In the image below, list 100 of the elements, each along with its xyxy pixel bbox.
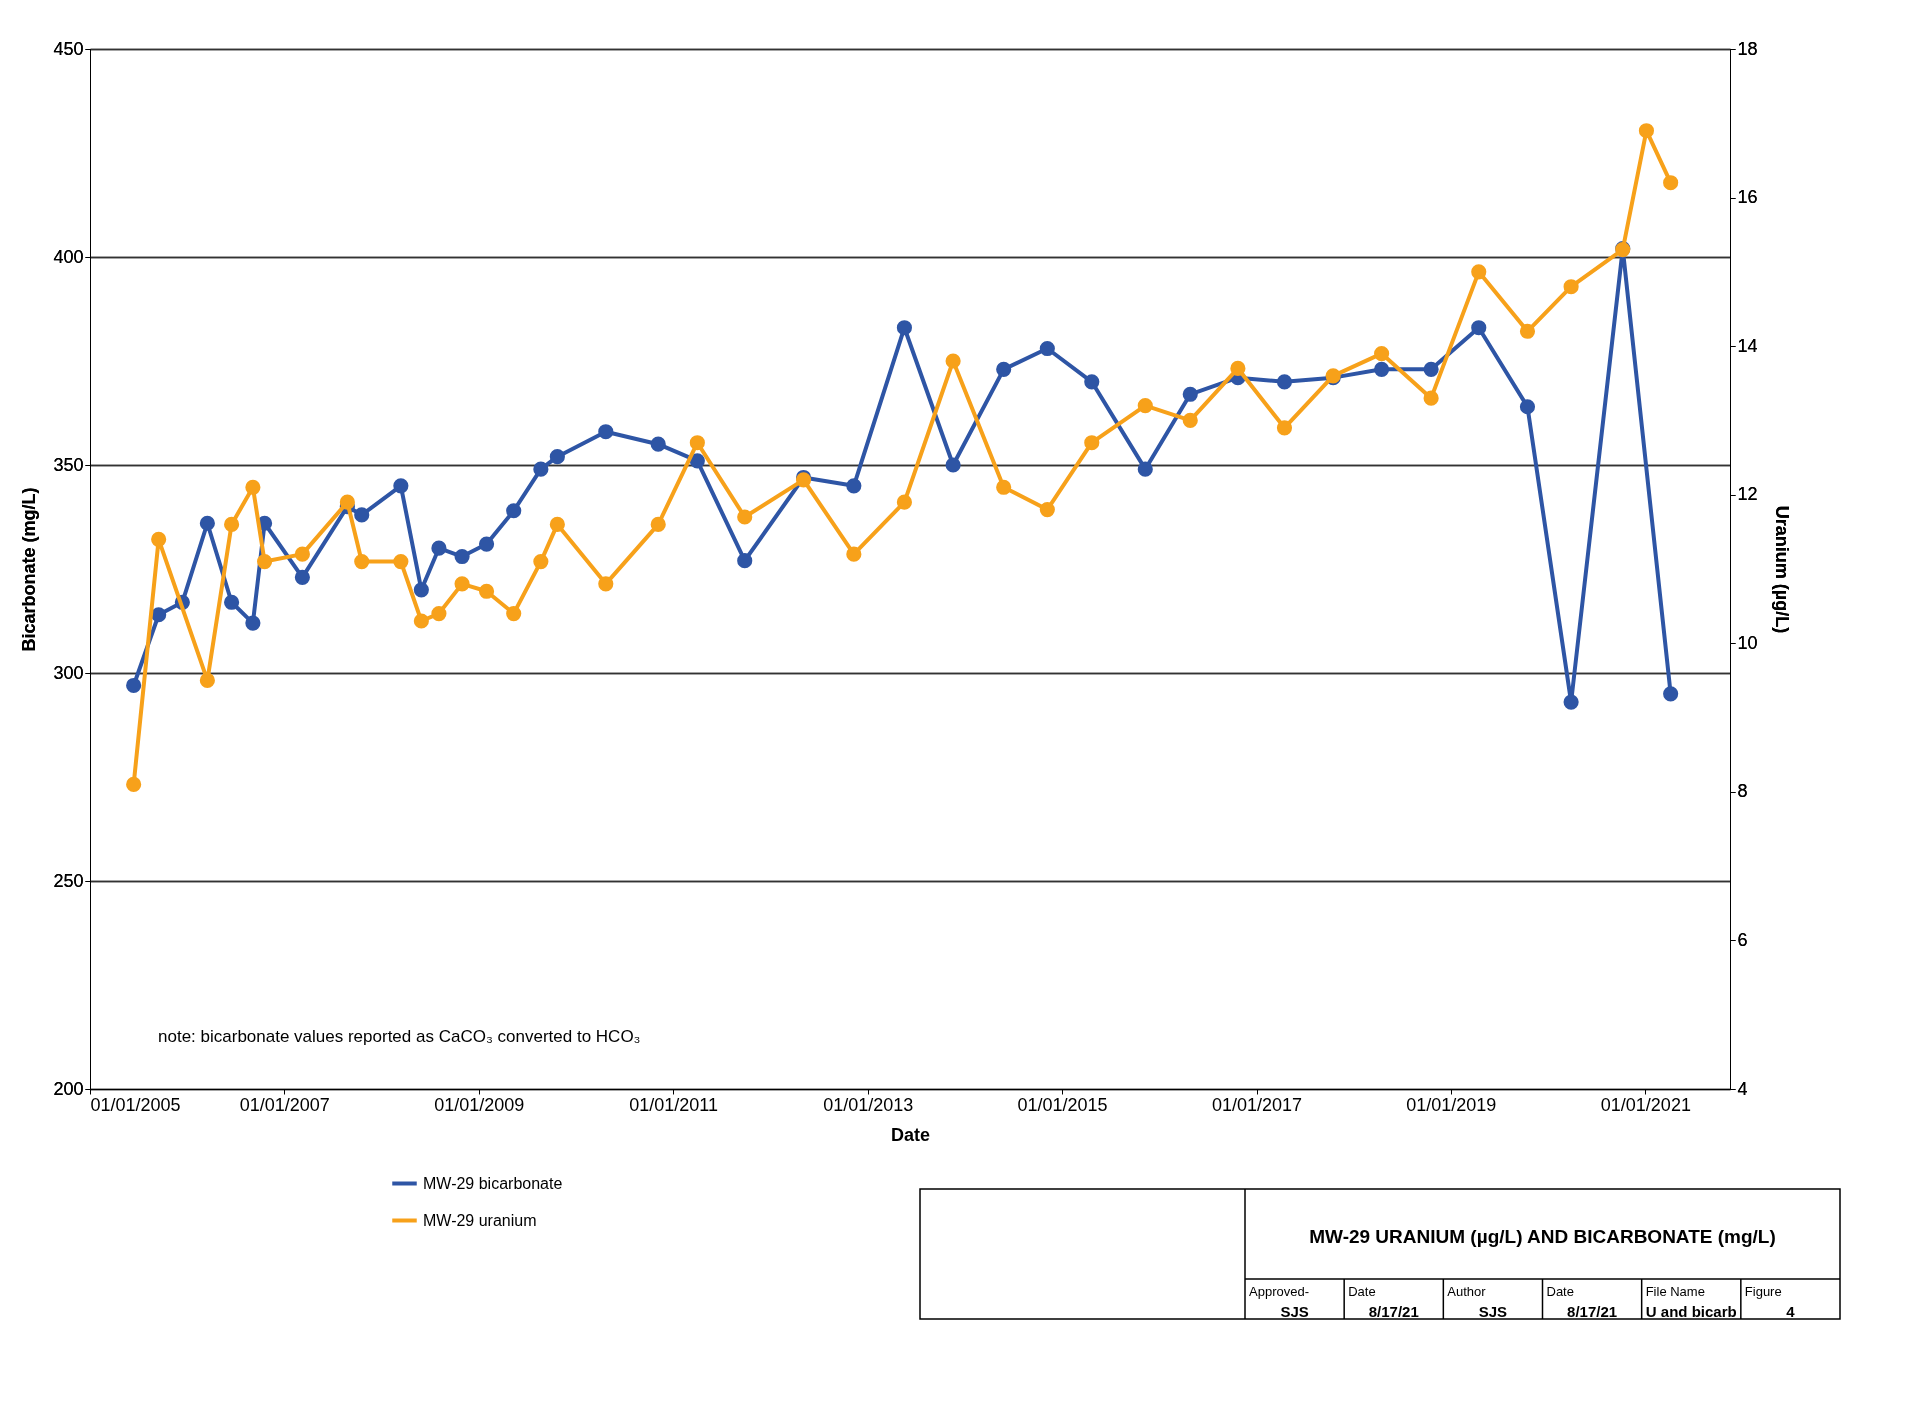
y2-tick-label: 16: [1737, 187, 1758, 208]
point: [1374, 346, 1390, 362]
text: MW-29 URANIUM (µg/L) AND BICARBONATE (mg/L): [1309, 1226, 1776, 1247]
point: [549, 516, 565, 532]
text: 8/17/21: [1567, 1303, 1618, 1320]
point: [1276, 374, 1293, 390]
y2-tick-label: 18: [1737, 38, 1758, 59]
point: [945, 353, 961, 369]
point: [1039, 340, 1055, 357]
text: 8/17/21: [1368, 1303, 1419, 1320]
point: [354, 554, 370, 570]
point: [1519, 323, 1536, 339]
point: [737, 553, 753, 569]
x-tick-label: 01/01/2013: [823, 1094, 914, 1115]
point: [1084, 374, 1100, 390]
point: [1137, 461, 1153, 477]
point: [478, 536, 495, 552]
point: [996, 361, 1012, 377]
x-tick-label: 01/01/2007: [239, 1094, 330, 1115]
text: File Name: [1645, 1284, 1705, 1299]
point: [126, 677, 142, 694]
point: [533, 554, 549, 570]
y2-tick-label: 6: [1737, 929, 1748, 950]
point: [257, 554, 273, 570]
y-tick-label: 350: [53, 454, 84, 475]
y2-tick-label: 10: [1737, 632, 1758, 653]
point: [846, 478, 862, 494]
point: [1638, 123, 1655, 139]
y2-axis-title: Uranium (µg/L): [1771, 505, 1792, 634]
point: [478, 583, 495, 599]
x-tick-label: 01/01/2019: [1406, 1094, 1497, 1115]
y-tick-label: 300: [53, 662, 84, 683]
y2-tick-label: 12: [1737, 484, 1758, 505]
text: Approved-: [1249, 1284, 1309, 1299]
point: [245, 615, 261, 631]
point: [339, 494, 355, 510]
point: [1471, 320, 1487, 336]
point: [1374, 361, 1390, 377]
point: [945, 457, 961, 473]
point: [1276, 420, 1293, 436]
point: [413, 582, 429, 598]
point: [454, 548, 470, 565]
y2-tick-label: 14: [1737, 335, 1758, 356]
y-axis-title: Bicarbonate (mg/L): [19, 487, 40, 652]
text: SJS: [1478, 1303, 1508, 1320]
x-tick-label: 01/01/2021: [1600, 1094, 1691, 1115]
point: [737, 509, 753, 525]
point: [650, 436, 666, 452]
point: [1182, 412, 1198, 428]
point: [689, 435, 705, 451]
point: [689, 453, 705, 469]
x-tick-label: 01/01/2015: [1017, 1094, 1108, 1115]
y2-tick-label: 8: [1737, 781, 1748, 802]
legend-label: MW-29 bicarbonate: [423, 1174, 563, 1192]
point: [506, 503, 522, 519]
x-tick-label: 01/01/2009: [434, 1094, 525, 1115]
x-axis-title: Date: [890, 1124, 931, 1145]
point: [454, 576, 470, 592]
point: [431, 540, 447, 556]
point: [1230, 360, 1246, 376]
y-tick-label: 200: [53, 1078, 84, 1099]
text: Date: [1348, 1284, 1376, 1299]
point: [294, 569, 310, 585]
point: [598, 576, 614, 592]
y-tick-label: 400: [53, 246, 84, 267]
text: SJS: [1280, 1303, 1309, 1320]
point: [1039, 502, 1055, 518]
point: [393, 478, 409, 494]
point: [1563, 694, 1579, 710]
point: [1182, 386, 1198, 402]
y2-tick-label: 4: [1737, 1078, 1748, 1099]
x-tick-label: 01/01/2017: [1211, 1094, 1303, 1115]
point: [1137, 398, 1153, 414]
point: [846, 546, 862, 562]
point: [1519, 399, 1536, 415]
point: [294, 546, 310, 562]
x-tick-label: 01/01/2005: [90, 1094, 181, 1115]
point: [996, 479, 1012, 495]
point: [1084, 435, 1100, 451]
point: [1471, 264, 1487, 280]
point: [533, 461, 549, 477]
point: [598, 424, 614, 440]
point: [1663, 175, 1679, 191]
legend-label: MW-29 uranium: [423, 1211, 537, 1229]
point: [506, 606, 522, 622]
x-tick-label: 01/01/2011: [629, 1094, 719, 1115]
point: [1423, 390, 1439, 406]
text: 4: [1786, 1303, 1796, 1320]
point: [354, 507, 370, 523]
point: [393, 554, 409, 570]
text: U and bicarb: [1645, 1303, 1737, 1320]
point: [126, 776, 142, 792]
point: [413, 613, 429, 629]
point: [245, 479, 261, 495]
point: [1563, 279, 1579, 295]
point: [224, 516, 240, 532]
point: [151, 607, 167, 623]
point: [1663, 686, 1679, 702]
point: [896, 494, 912, 510]
text: Date: [1546, 1284, 1574, 1299]
